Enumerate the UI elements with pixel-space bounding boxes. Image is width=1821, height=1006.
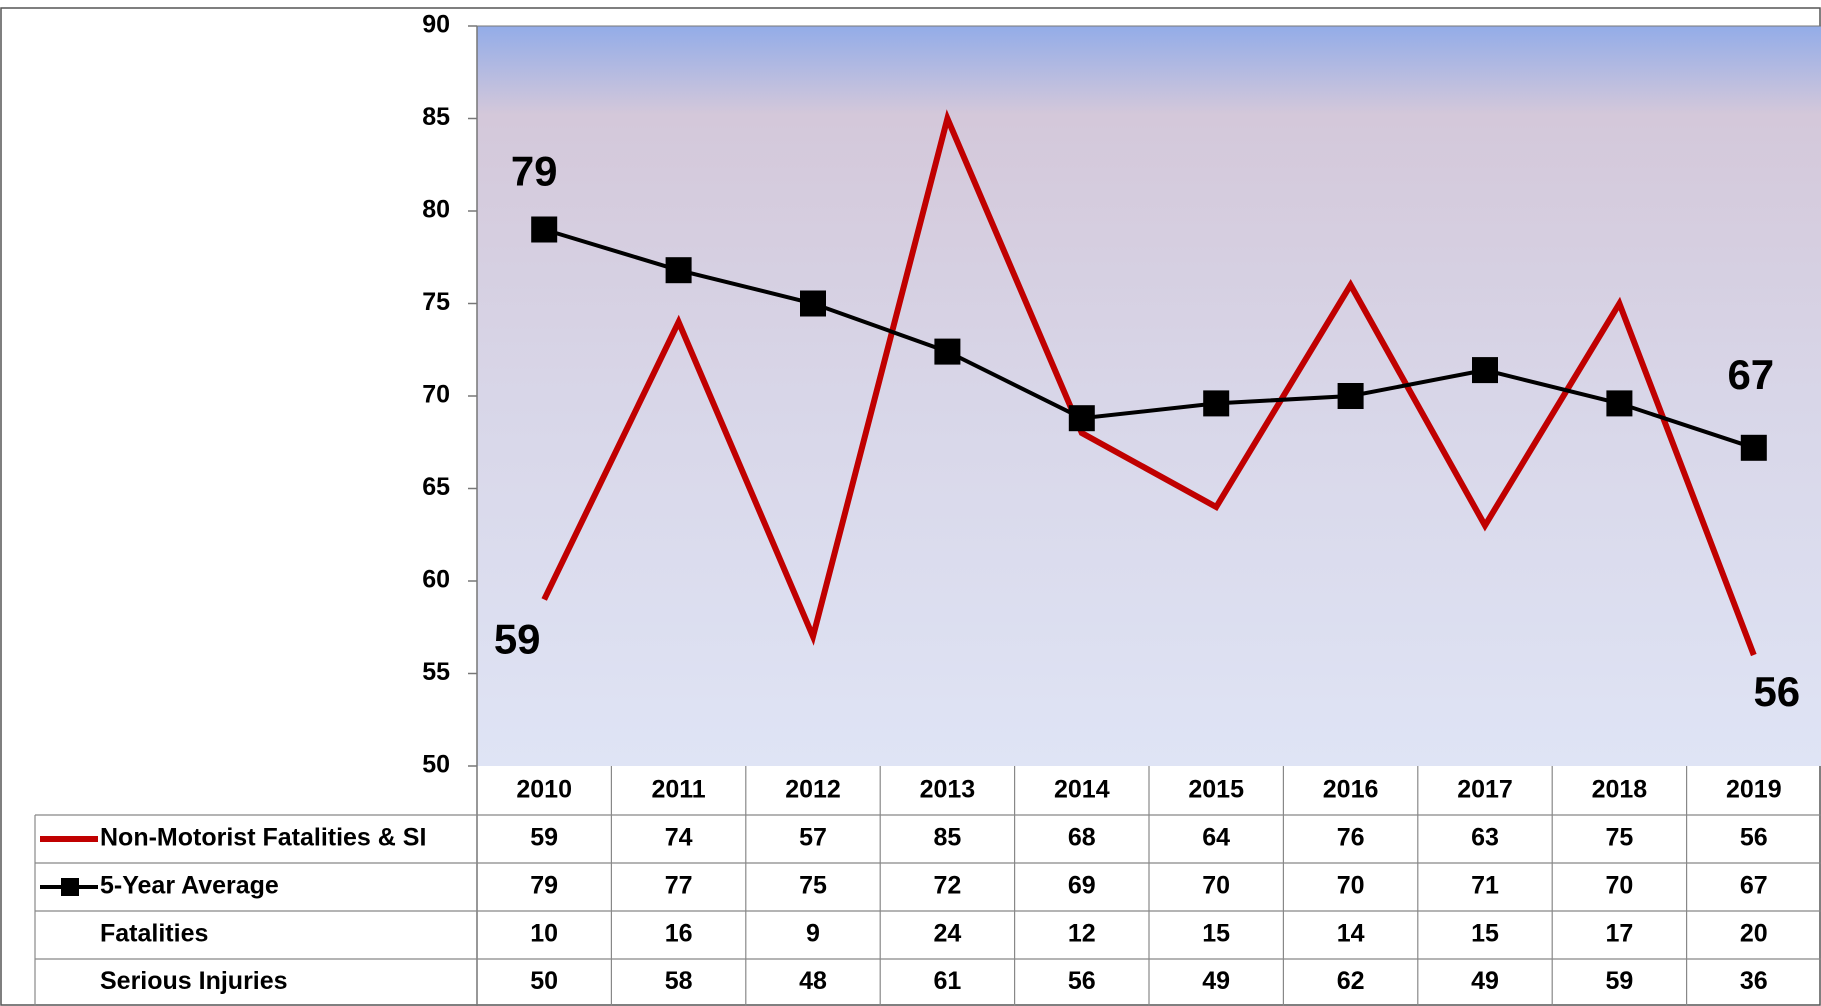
marker (665, 257, 692, 284)
x-tick-label: 2013 (920, 776, 976, 804)
table-value: 14 (1337, 920, 1365, 948)
table-value: 67 (1740, 872, 1768, 900)
table-value: 16 (665, 920, 693, 948)
series-line (541, 109, 1757, 657)
legend-label: Non-Motorist Fatalities & SI (100, 824, 426, 852)
table-value: 50 (530, 967, 558, 995)
y-tick-label: 90 (422, 11, 450, 39)
table-value: 72 (933, 872, 961, 900)
table-value: 70 (1337, 872, 1365, 900)
x-tick-label: 2016 (1323, 776, 1379, 804)
table-value: 75 (799, 872, 827, 900)
marker (1740, 434, 1767, 461)
table-value: 56 (1740, 824, 1768, 852)
y-tick-label: 85 (422, 103, 450, 131)
marker (1606, 390, 1633, 417)
legend-label: 5-Year Average (100, 872, 279, 900)
x-tick-label: 2017 (1457, 776, 1513, 804)
table-value: 77 (665, 872, 693, 900)
table-value: 36 (1740, 967, 1768, 995)
x-tick-label: 2015 (1188, 776, 1244, 804)
table-value: 85 (933, 824, 961, 852)
y-tick-label: 55 (422, 658, 450, 686)
data-label: 67 (1727, 351, 1774, 398)
y-tick-label: 70 (422, 381, 450, 409)
table-value: 57 (799, 824, 827, 852)
series-line (543, 227, 1755, 450)
table-value: 70 (1202, 872, 1230, 900)
table-value: 48 (799, 967, 827, 995)
x-tick-label: 2018 (1592, 776, 1648, 804)
data-label: 56 (1753, 668, 1800, 715)
y-tick-label: 60 (422, 566, 450, 594)
table-value: 49 (1471, 967, 1499, 995)
marker (934, 338, 961, 365)
table-value: 71 (1471, 872, 1499, 900)
table-value: 56 (1068, 967, 1096, 995)
table-value: 69 (1068, 872, 1096, 900)
table-value: 17 (1605, 920, 1633, 948)
table-value: 9 (806, 920, 820, 948)
row-label: Serious Injuries (100, 967, 288, 995)
table-value: 15 (1202, 920, 1230, 948)
table-value: 64 (1202, 824, 1230, 852)
table-value: 59 (1605, 967, 1633, 995)
table-value: 68 (1068, 824, 1096, 852)
marker (800, 290, 826, 317)
table-value: 74 (665, 824, 693, 852)
table-value: 49 (1202, 967, 1230, 995)
table-value: 58 (665, 967, 693, 995)
y-tick-label: 75 (422, 288, 450, 316)
data-label: 79 (511, 148, 558, 195)
legend-marker (61, 878, 79, 896)
data-label: 59 (494, 616, 541, 663)
table-value: 15 (1471, 920, 1499, 948)
table-value: 59 (530, 824, 558, 852)
x-tick-label: 2011 (651, 776, 705, 804)
x-tick-label: 2014 (1054, 776, 1110, 804)
marker (1203, 390, 1230, 417)
table-value: 12 (1068, 920, 1096, 948)
table-value: 76 (1337, 824, 1365, 852)
table-value: 24 (933, 920, 961, 948)
row-label: Fatalities (100, 920, 208, 948)
marker (1472, 357, 1498, 384)
table-value: 20 (1740, 920, 1768, 948)
table-value: 61 (933, 967, 961, 995)
table-value: 62 (1337, 967, 1365, 995)
x-tick-label: 2012 (785, 776, 841, 804)
table-value: 10 (530, 920, 558, 948)
x-tick-label: 2010 (516, 776, 572, 804)
table-value: 63 (1471, 824, 1499, 852)
y-tick-label: 65 (422, 473, 450, 501)
x-tick-label: 2019 (1726, 776, 1782, 804)
y-tick-label: 80 (422, 196, 450, 224)
marker (1337, 383, 1364, 409)
table-value: 75 (1605, 824, 1633, 852)
marker (1068, 405, 1095, 432)
table-value: 70 (1605, 872, 1633, 900)
y-tick-label: 50 (422, 751, 450, 779)
marker (531, 216, 558, 243)
table-value: 79 (530, 872, 558, 900)
